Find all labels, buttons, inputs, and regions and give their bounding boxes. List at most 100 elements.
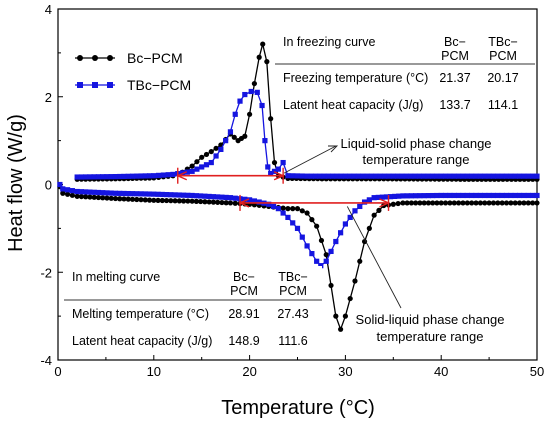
data-point [294,225,301,231]
data-point [530,200,536,206]
data-point [129,196,136,202]
data-point [328,282,334,289]
data-point [176,198,182,204]
data-point [213,153,219,159]
data-point [530,192,536,199]
data-point [371,195,377,201]
data-point [503,200,510,206]
data-point [108,174,114,180]
data-point [194,159,200,165]
data-point [215,199,221,205]
data-point [247,197,253,203]
data-point [334,173,340,179]
data-point [490,173,497,179]
data-point [473,200,479,206]
data-point [121,190,127,197]
legend-marker [107,55,113,61]
data-point [78,193,85,200]
data-point [138,173,144,179]
data-point [104,174,110,180]
data-point [259,102,265,109]
x-tick-label: 30 [338,364,352,379]
data-point [381,173,388,179]
data-point [121,196,127,202]
data-point [117,190,123,196]
data-point [125,173,131,179]
data-point [392,193,398,200]
table-row-label: Latent heat capacity (J/g) [283,98,423,112]
data-point [117,196,123,202]
data-point [469,200,475,206]
data-point [360,173,366,179]
data-point [366,197,372,203]
data-point [521,200,527,206]
data-point [100,195,106,201]
table-cell: 133.7 [439,98,470,112]
x-tick-label: 50 [530,364,544,379]
data-point [163,197,170,204]
data-point [490,192,497,199]
x-tick-label: 0 [54,364,61,379]
data-point [125,190,131,197]
data-point [251,198,257,204]
data-point [357,203,363,210]
data-point [242,133,248,139]
data-point [268,170,274,177]
data-point [232,111,238,117]
data-point [400,200,406,206]
data-point [237,98,243,104]
data-point [430,192,436,199]
table-header: PCM [441,49,469,63]
data-point [247,111,253,117]
data-point [521,173,527,179]
data-point [232,195,238,201]
data-point [176,192,182,198]
data-point [87,174,93,180]
data-point [91,189,97,195]
y-tick-label: -2 [40,265,52,280]
data-point [530,173,536,179]
data-point [100,190,106,196]
data-point [95,194,102,201]
data-point [534,200,540,206]
data-point [469,192,475,199]
data-point [223,194,229,201]
data-point [299,208,305,214]
data-point [208,159,214,166]
data-point [260,41,266,47]
data-point [425,193,432,199]
data-point [193,193,199,199]
data-point [347,295,353,302]
data-point [121,173,127,180]
data-point [304,243,310,249]
data-point [364,173,370,179]
table-row-label: Latent heat capacity (J/g) [72,334,212,348]
data-point [268,116,274,122]
data-point [442,173,449,179]
data-point [83,189,89,195]
data-point [285,214,291,221]
table-cell: 21.37 [439,71,470,85]
data-point [170,171,176,178]
data-point [108,195,114,201]
data-point [352,208,358,214]
data-point [256,54,262,60]
data-point [516,192,523,199]
data-point [117,173,123,180]
data-point [323,258,329,264]
data-point [304,210,310,216]
data-point [447,200,453,206]
data-point [242,196,248,202]
data-point [361,199,368,205]
annotation-pointer-head [328,145,339,153]
data-point [395,200,401,207]
data-point [266,201,272,207]
data-point [254,89,260,95]
annotation-pointer [346,206,402,309]
table-header: PCM [279,284,307,298]
data-point [403,173,409,179]
data-point [473,192,479,199]
data-point [290,206,296,212]
data-point [227,200,234,206]
